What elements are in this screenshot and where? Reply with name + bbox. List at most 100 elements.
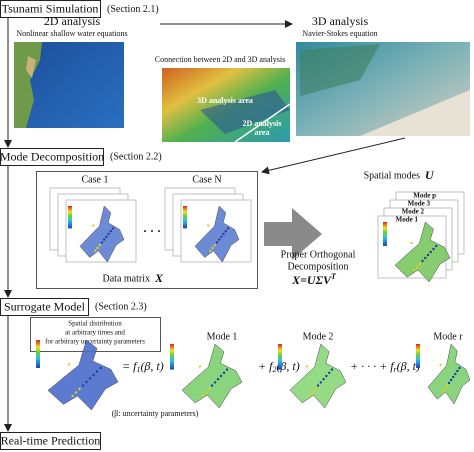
map-dot xyxy=(213,381,217,384)
map-dot xyxy=(432,247,435,251)
terrain xyxy=(300,44,380,96)
map-dot xyxy=(81,384,85,387)
area-label: area xyxy=(255,128,270,137)
term-sub: 1 xyxy=(136,365,140,374)
term-sub: r xyxy=(394,365,398,374)
map-dot xyxy=(109,230,113,233)
analysis-title: 2D analysis xyxy=(44,14,101,28)
map-dot xyxy=(224,230,227,233)
map-dot xyxy=(225,368,229,371)
mode-label: Mode p xyxy=(413,192,436,200)
term: + · · · + fr(β, t) xyxy=(350,359,420,374)
term-part: = f xyxy=(122,359,138,373)
term-part: (β, t) xyxy=(397,359,420,373)
map-dot xyxy=(78,387,81,391)
map-dot xyxy=(429,250,432,254)
map-dot xyxy=(308,394,311,397)
mode-label: Mode 2 xyxy=(402,208,425,216)
arrow xyxy=(261,137,406,175)
ellipsis: · · · xyxy=(143,224,161,238)
map-dot xyxy=(207,387,211,390)
map-dot xyxy=(88,377,92,380)
map-dot xyxy=(415,265,419,269)
modes-symbol: U xyxy=(425,168,435,182)
stage-box xyxy=(0,298,89,316)
map-dot xyxy=(95,370,99,373)
note: for arbitrary uncertainty parameters xyxy=(45,338,145,346)
mode-label: Mode 1 xyxy=(207,331,238,342)
map-dot xyxy=(443,387,446,391)
map-dot xyxy=(447,381,451,385)
map-region xyxy=(394,221,451,283)
footnote: (β: uncertainty parameters) xyxy=(112,409,199,418)
term-part: (β, t) xyxy=(140,359,163,373)
map-dot xyxy=(85,380,88,384)
map-dot xyxy=(426,253,430,257)
map-dot xyxy=(198,365,202,368)
mode-label: Mode 3 xyxy=(408,200,431,208)
colorbar xyxy=(183,206,187,229)
stage-box xyxy=(0,432,101,450)
note: Spatial distribution xyxy=(68,320,122,328)
map-dot xyxy=(92,373,95,377)
map-dot xyxy=(449,378,453,382)
map-dot xyxy=(105,235,108,238)
term: + f2(β, t) xyxy=(258,359,300,374)
area-label: 3D analysis area xyxy=(197,96,253,105)
map-dot xyxy=(418,262,421,266)
term: = f1(β, t) xyxy=(122,359,164,374)
colorbar xyxy=(170,344,174,370)
map-dot xyxy=(209,249,212,252)
map-dot xyxy=(218,238,221,241)
map-dot xyxy=(111,227,115,230)
map-region xyxy=(194,205,240,263)
pod-label: Proper Orthogonal xyxy=(281,249,356,260)
case-label: Case 1 xyxy=(82,174,109,185)
mode-label: Mode 1 xyxy=(396,216,419,224)
stage-box xyxy=(0,148,104,166)
map-dot xyxy=(67,363,71,366)
colorbar xyxy=(383,222,387,246)
area-label: 2D analysis xyxy=(243,119,282,128)
spatial-modes-label: Spatial modes xyxy=(364,170,420,181)
terrain xyxy=(360,90,470,136)
mode-label: Mode r xyxy=(433,331,463,342)
divider xyxy=(234,103,291,143)
map-dot xyxy=(319,381,322,384)
analysis-subtitle: Navier-Stokes equation xyxy=(302,29,377,38)
map-region xyxy=(427,343,471,405)
map-dot xyxy=(435,244,438,248)
stage-title: Real-time Prediction xyxy=(1,433,101,447)
map-dot xyxy=(204,390,208,394)
map-dot xyxy=(410,241,413,245)
map-dot xyxy=(316,384,320,387)
area xyxy=(200,90,290,134)
map-dot xyxy=(98,244,102,247)
map-dot xyxy=(96,246,99,250)
stage-box xyxy=(0,0,101,18)
case-label: Case N xyxy=(192,174,221,185)
formula: X=UΣV xyxy=(291,273,332,287)
map-dot xyxy=(445,384,449,388)
map-dot xyxy=(71,394,74,398)
map-dot xyxy=(207,224,210,227)
map-dot xyxy=(305,365,308,368)
map-dot xyxy=(441,390,444,394)
map-dot xyxy=(314,387,317,390)
map-dot xyxy=(328,371,331,374)
map-dot xyxy=(219,374,223,378)
formula-sup: T xyxy=(331,272,337,281)
map-dot xyxy=(322,378,325,381)
map-dot xyxy=(103,238,106,241)
map-dot xyxy=(216,378,220,381)
pod-formula: X=UΣVT xyxy=(291,272,337,287)
stage-section: (Section 2.1) xyxy=(107,4,159,15)
land xyxy=(26,56,36,78)
map-dot xyxy=(439,363,442,367)
stage-title: Surrogate Model xyxy=(4,299,86,313)
map-region xyxy=(79,205,125,263)
colorbar xyxy=(36,340,40,368)
map-dot xyxy=(213,244,216,247)
